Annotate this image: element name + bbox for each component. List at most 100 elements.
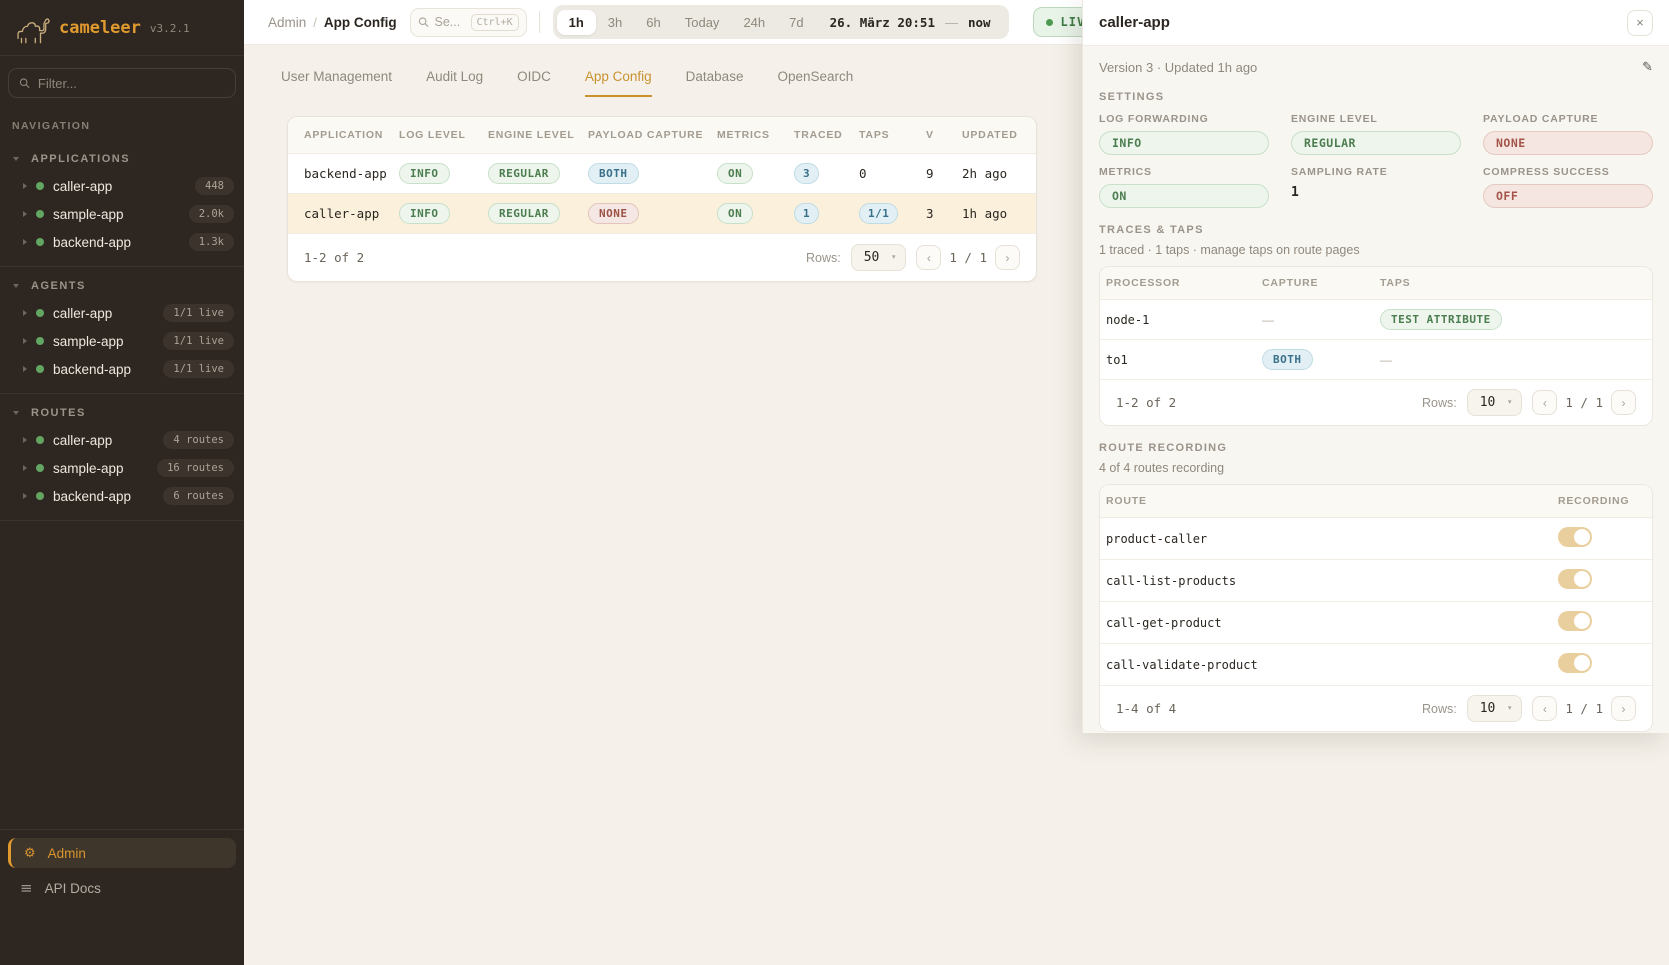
section-header-routes[interactable]: ROUTES: [0, 398, 244, 426]
prev-page-button[interactable]: ‹: [1532, 390, 1558, 415]
status-dot: [36, 182, 44, 190]
taps-badge: 1/1: [859, 203, 899, 224]
prev-page-button[interactable]: ‹: [916, 245, 942, 270]
toggle-knob: [1574, 529, 1590, 545]
taps-row-node-1[interactable]: node-1 — TEST ATTRIBUTE: [1100, 300, 1652, 340]
sidebar-filter[interactable]: [8, 68, 236, 98]
col-application[interactable]: APPLICATION: [288, 117, 393, 153]
breadcrumb-parent[interactable]: Admin: [268, 14, 307, 30]
filter-input[interactable]: [37, 75, 225, 91]
live-badge: 1/1 live: [163, 304, 234, 322]
sidebar-item-agent-backend[interactable]: backend-app 1/1 live: [0, 355, 244, 383]
tab-app-config[interactable]: App Config: [584, 69, 652, 97]
settings-grid: LOG FORWARDING INFO ENGINE LEVEL REGULAR…: [1099, 113, 1653, 208]
panel-header: caller-app ×: [1083, 0, 1669, 46]
next-page-button[interactable]: ›: [1611, 390, 1636, 415]
tab-oidc[interactable]: OIDC: [517, 69, 551, 84]
chevron-right-icon: [23, 366, 27, 372]
recording-toggle[interactable]: [1558, 527, 1592, 547]
route-row-call-list-products: call-list-products: [1100, 560, 1652, 602]
taps-pagination: 1-2 of 2 Rows: 10 ▾ ‹ 1 / 1 ›: [1100, 380, 1652, 425]
time-range-7d[interactable]: 7d: [789, 14, 804, 30]
cell-processor: to1: [1106, 352, 1128, 367]
cell-processor: node-1: [1106, 312, 1150, 327]
table-row-caller-app[interactable]: caller-app INFO REGULAR NONE ON 1 1/1 3 …: [288, 194, 1036, 234]
recording-toggle[interactable]: [1558, 611, 1592, 631]
rows-label: Rows:: [1421, 395, 1457, 410]
rows-per-page-select[interactable]: 50 ▾: [850, 244, 907, 271]
chevron-down-icon: [13, 411, 19, 415]
table-header-row: APPLICATION LOG LEVEL ENGINE LEVEL PAYLO…: [288, 117, 1036, 154]
chevron-down-icon: [13, 157, 19, 161]
tab-database[interactable]: Database: [685, 69, 744, 84]
time-range-1h[interactable]: 1h: [556, 9, 596, 35]
prev-page-button[interactable]: ‹: [1532, 696, 1558, 721]
nav-item-label: caller-app: [53, 178, 113, 194]
rows-per-page-value: 50: [863, 250, 880, 265]
rows-per-page-select[interactable]: 10 ▾: [1466, 695, 1523, 722]
chevron-right-icon: ›: [1005, 250, 1010, 265]
nav-item-label: backend-app: [53, 361, 132, 377]
sidebar-item-agent-sample[interactable]: sample-app 1/1 live: [0, 327, 244, 355]
sidebar-item-api-docs[interactable]: ≡ API Docs: [8, 873, 236, 903]
sidebar-item-app-backend[interactable]: backend-app 1.3k: [0, 228, 244, 256]
routes-badge: 6 routes: [163, 487, 234, 505]
chevron-left-icon: ‹: [1542, 395, 1547, 410]
sidebar-item-app-sample[interactable]: sample-app 2.0k: [0, 200, 244, 228]
sidebar-item-routes-caller[interactable]: caller-app 4 routes: [0, 426, 244, 454]
payload-capture-badge: BOTH: [588, 163, 639, 184]
chevron-right-icon: [23, 310, 27, 316]
next-page-button[interactable]: ›: [1611, 696, 1636, 721]
chevron-right-icon: ›: [1621, 395, 1626, 410]
section-header-applications[interactable]: APPLICATIONS: [0, 144, 244, 172]
tab-user-management[interactable]: User Management: [281, 69, 393, 84]
time-range-3h[interactable]: 3h: [607, 14, 623, 30]
table-row-backend-app[interactable]: backend-app INFO REGULAR BOTH ON 3 0 9 2…: [288, 154, 1036, 194]
page-indicator: 1 / 1: [1565, 395, 1603, 410]
column-label: APPLICATION: [304, 129, 384, 141]
tab-opensearch[interactable]: OpenSearch: [777, 69, 854, 84]
close-button[interactable]: ×: [1627, 9, 1653, 36]
sidebar-item-routes-backend[interactable]: backend-app 6 routes: [0, 482, 244, 510]
search-input[interactable]: [434, 15, 465, 29]
chevron-right-icon: ›: [1621, 701, 1626, 716]
date-range[interactable]: 26. März 20:51 — now: [816, 15, 1005, 30]
toggle-knob: [1574, 571, 1590, 587]
cell-route: call-list-products: [1106, 573, 1237, 588]
gear-icon: ⚙: [24, 845, 36, 861]
time-range-6h[interactable]: 6h: [646, 14, 661, 30]
cell-route: call-validate-product: [1106, 657, 1258, 672]
time-range-today[interactable]: Today: [684, 14, 720, 30]
chevron-right-icon: [23, 183, 27, 189]
traces-section-label: TRACES & TAPS: [1099, 224, 1204, 236]
time-range-24h[interactable]: 24h: [743, 14, 766, 30]
toggle-knob: [1574, 613, 1590, 629]
nav-item-label: caller-app: [53, 305, 113, 321]
recording-toggle[interactable]: [1558, 653, 1592, 673]
taps-row-to1[interactable]: to1 BOTH —: [1100, 340, 1652, 380]
field-value-badge: REGULAR: [1291, 131, 1461, 155]
cell-application: backend-app: [304, 166, 387, 181]
edit-icon[interactable]: ✎: [1642, 60, 1653, 75]
sidebar-item-routes-sample[interactable]: sample-app 16 routes: [0, 454, 244, 482]
tab-audit-log[interactable]: Audit Log: [426, 69, 484, 84]
nav-item-label: sample-app: [53, 206, 124, 222]
sidebar-item-admin[interactable]: ⚙ Admin: [8, 838, 236, 868]
recording-toggle[interactable]: [1558, 569, 1592, 589]
count-badge: 1.3k: [188, 233, 234, 251]
navigation-label: NAVIGATION: [12, 120, 91, 132]
breadcrumb-separator: /: [313, 14, 317, 30]
page-indicator: 1 / 1: [1565, 701, 1603, 716]
field-payload-capture: PAYLOAD CAPTURE NONE: [1483, 113, 1653, 155]
section-header-agents[interactable]: AGENTS: [0, 271, 244, 299]
traced-badge: 1: [794, 203, 820, 224]
next-page-button[interactable]: ›: [995, 245, 1020, 270]
nav-item-label: backend-app: [53, 234, 132, 250]
nav-item-label: caller-app: [53, 432, 113, 448]
rows-per-page-select[interactable]: 10 ▾: [1466, 389, 1523, 416]
sidebar-item-agent-caller[interactable]: caller-app 1/1 live: [0, 299, 244, 327]
sidebar-item-app-caller[interactable]: caller-app 448: [0, 172, 244, 200]
global-search[interactable]: Ctrl+K: [409, 7, 527, 37]
rows-label: Rows:: [805, 250, 841, 265]
col-metrics: METRICS: [717, 129, 770, 141]
